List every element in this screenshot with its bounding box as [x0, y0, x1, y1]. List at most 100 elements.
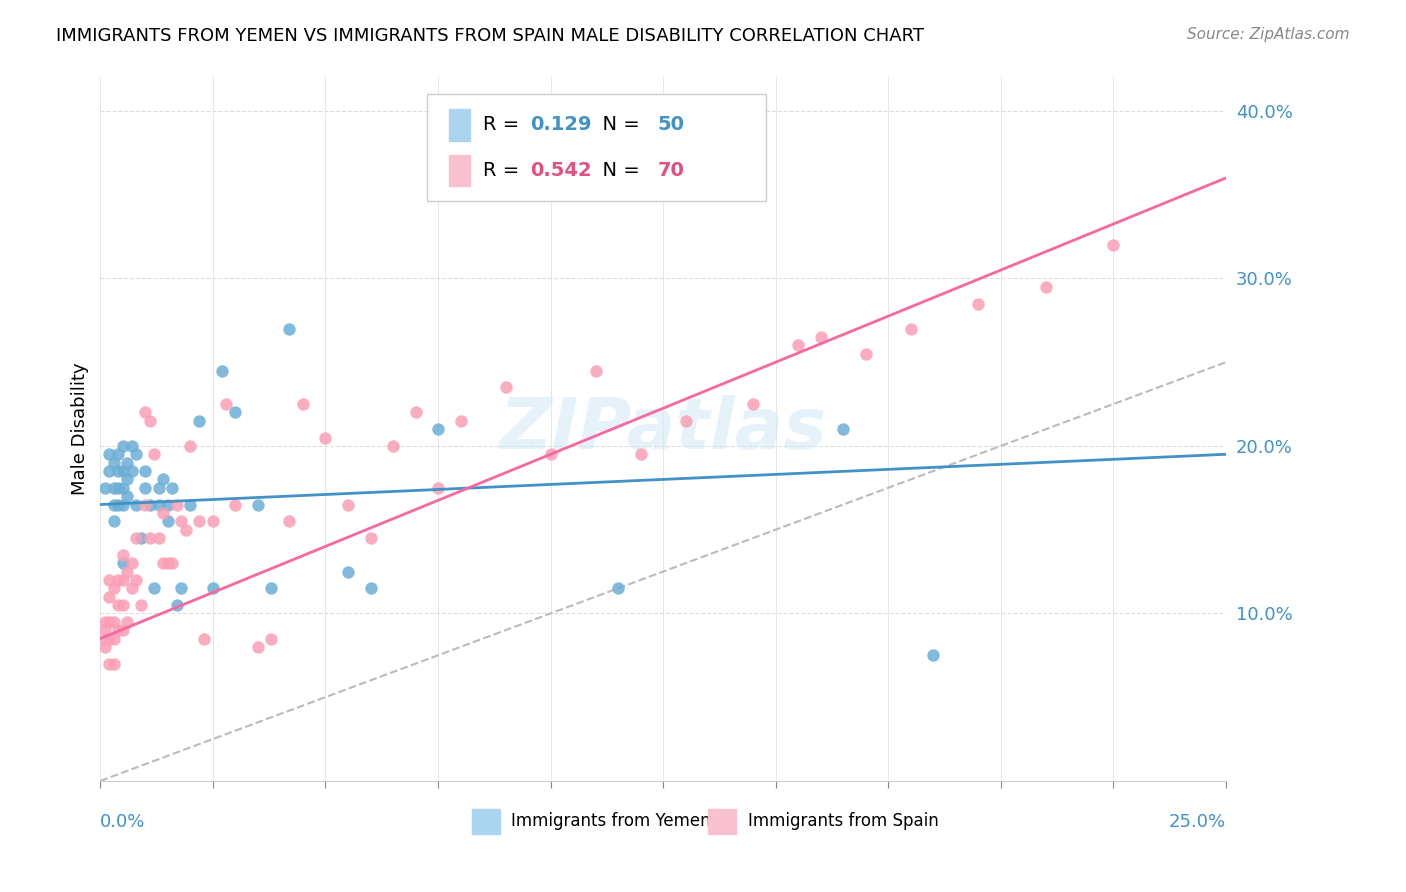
Point — [170, 514, 193, 528]
FancyBboxPatch shape — [450, 155, 470, 186]
Point — [314, 431, 336, 445]
Y-axis label: Male Disability: Male Disability — [72, 363, 89, 495]
Point — [139, 531, 162, 545]
Point — [98, 590, 121, 604]
Point — [224, 498, 246, 512]
Point — [900, 321, 922, 335]
Point — [98, 632, 121, 646]
Point — [111, 598, 134, 612]
Point — [156, 498, 179, 512]
Point — [134, 405, 156, 419]
Point — [630, 447, 652, 461]
Point — [148, 531, 170, 545]
Point — [201, 514, 224, 528]
Point — [94, 640, 117, 654]
Point — [179, 439, 201, 453]
Point — [201, 582, 224, 596]
Point — [107, 464, 129, 478]
Point — [139, 414, 162, 428]
Point — [103, 514, 125, 528]
Point — [787, 338, 810, 352]
Point — [125, 531, 148, 545]
Point — [107, 498, 129, 512]
Point — [174, 523, 197, 537]
Point — [156, 514, 179, 528]
Point — [170, 582, 193, 596]
Text: Immigrants from Yemen: Immigrants from Yemen — [512, 812, 711, 830]
Point — [278, 321, 301, 335]
Point — [855, 347, 877, 361]
Text: N =: N = — [591, 161, 645, 180]
Point — [246, 640, 269, 654]
Point — [260, 632, 283, 646]
Point — [360, 582, 382, 596]
FancyBboxPatch shape — [709, 809, 737, 834]
Point — [98, 615, 121, 629]
Point — [125, 573, 148, 587]
Point — [495, 380, 517, 394]
Point — [188, 514, 211, 528]
Point — [94, 632, 117, 646]
Text: R =: R = — [484, 115, 526, 135]
Point — [188, 414, 211, 428]
Point — [166, 498, 188, 512]
Point — [382, 439, 405, 453]
FancyBboxPatch shape — [450, 109, 470, 141]
Point — [111, 464, 134, 478]
Point — [103, 456, 125, 470]
Point — [98, 464, 121, 478]
Point — [111, 573, 134, 587]
Point — [125, 498, 148, 512]
Point — [103, 657, 125, 671]
Point — [450, 414, 472, 428]
Point — [117, 472, 139, 486]
Point — [134, 481, 156, 495]
Point — [143, 582, 166, 596]
Point — [156, 556, 179, 570]
Point — [427, 422, 450, 436]
Point — [94, 623, 117, 637]
Text: R =: R = — [484, 161, 526, 180]
Point — [211, 363, 233, 377]
Point — [540, 447, 562, 461]
Point — [111, 439, 134, 453]
Text: 50: 50 — [658, 115, 685, 135]
Text: Immigrants from Spain: Immigrants from Spain — [748, 812, 938, 830]
FancyBboxPatch shape — [472, 809, 501, 834]
Point — [810, 330, 832, 344]
Point — [121, 464, 143, 478]
Point — [607, 582, 630, 596]
Point — [337, 565, 360, 579]
Point — [117, 565, 139, 579]
Point — [111, 548, 134, 562]
Point — [291, 397, 314, 411]
Point — [427, 481, 450, 495]
Point — [134, 498, 156, 512]
Point — [117, 489, 139, 503]
Point — [967, 296, 990, 310]
Point — [143, 447, 166, 461]
Point — [103, 582, 125, 596]
Point — [278, 514, 301, 528]
Point — [162, 481, 184, 495]
Text: Source: ZipAtlas.com: Source: ZipAtlas.com — [1187, 27, 1350, 42]
Point — [121, 556, 143, 570]
Point — [152, 472, 174, 486]
Point — [121, 439, 143, 453]
Text: 0.129: 0.129 — [530, 115, 592, 135]
Point — [1102, 238, 1125, 252]
Point — [922, 648, 945, 663]
Point — [246, 498, 269, 512]
Point — [107, 573, 129, 587]
Point — [179, 498, 201, 512]
Point — [94, 615, 117, 629]
Text: N =: N = — [591, 115, 645, 135]
Text: 0.542: 0.542 — [530, 161, 592, 180]
Point — [337, 498, 360, 512]
Point — [129, 531, 152, 545]
Text: 25.0%: 25.0% — [1168, 813, 1226, 830]
Text: IMMIGRANTS FROM YEMEN VS IMMIGRANTS FROM SPAIN MALE DISABILITY CORRELATION CHART: IMMIGRANTS FROM YEMEN VS IMMIGRANTS FROM… — [56, 27, 924, 45]
Point — [111, 623, 134, 637]
Point — [111, 498, 134, 512]
Point — [98, 657, 121, 671]
